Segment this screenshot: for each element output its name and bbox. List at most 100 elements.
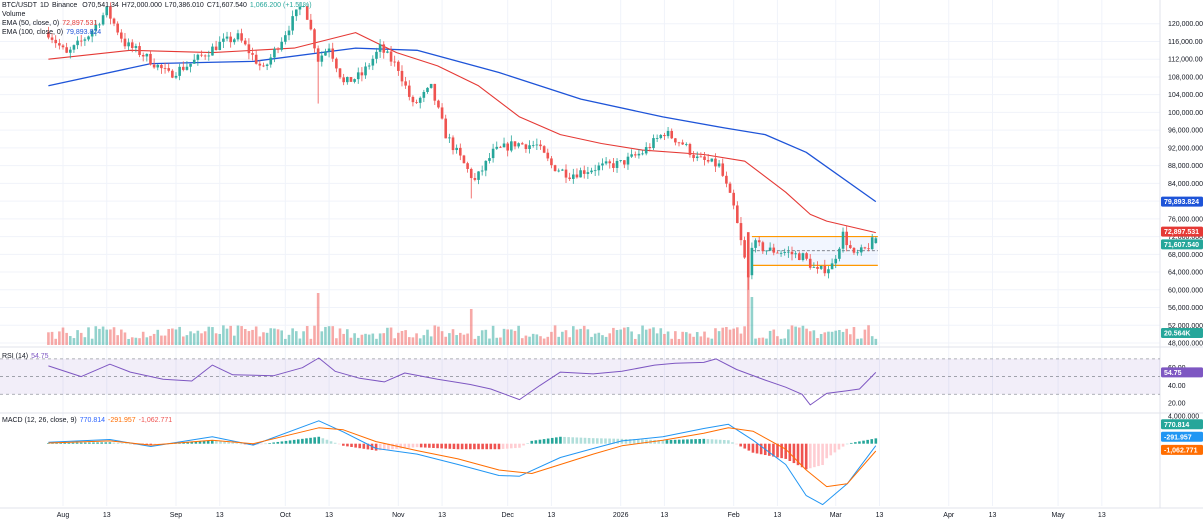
legend-macd-hist: -1,062.771: [138, 417, 173, 424]
candle-body: [415, 102, 418, 103]
macd-hist-bar: [124, 443, 128, 445]
macd-hist-bar: [870, 439, 874, 444]
candle-body: [276, 48, 280, 50]
candle-body: [258, 63, 262, 66]
macd-hist-bar: [755, 443, 759, 454]
volume-bar: [418, 338, 422, 345]
volume-bar: [229, 325, 232, 345]
legend-volume-label[interactable]: Volume: [2, 11, 26, 18]
price-axis-label: 116,000.000: [1168, 39, 1203, 46]
price-axis-label: 64,000.000: [1168, 270, 1203, 277]
candlesticks: [47, 2, 878, 290]
volume-bar: [185, 335, 189, 345]
volume-bar: [236, 325, 240, 345]
macd-hist-bar: [636, 439, 640, 444]
volume-bar: [746, 275, 750, 345]
macd-hist-bar: [75, 442, 79, 444]
volume-bar: [648, 328, 652, 345]
volume-bar: [181, 336, 185, 345]
range-box[interactable]: [751, 235, 878, 267]
time-axis-label: 13: [325, 512, 333, 519]
macd-hist-bar: [260, 443, 263, 445]
volume-bar: [397, 332, 400, 345]
macd-hist-bar: [452, 443, 456, 450]
volume-bar: [480, 330, 484, 345]
volume-bar: [849, 334, 852, 345]
macd-hist-bar: [866, 439, 869, 444]
candle-body: [356, 72, 360, 80]
volume-bar: [247, 331, 251, 345]
volume-bar: [265, 332, 269, 345]
rsi-value-tag-bg: [1161, 367, 1203, 378]
time-axis-label: Dec: [501, 512, 514, 519]
candle-body: [681, 142, 684, 145]
volume-bar: [674, 331, 677, 345]
time-axis-label: Aug: [57, 512, 70, 519]
macd-hist-bar: [182, 442, 185, 444]
legend-rsi-label[interactable]: RSI (14): [2, 353, 29, 360]
macd-axis-label: 4,000.000: [1168, 414, 1199, 421]
candle-body: [397, 61, 400, 71]
candle-body: [94, 24, 98, 31]
volume-bar: [138, 338, 141, 345]
legend-symbol[interactable]: BTC/USDT: [2, 2, 37, 9]
macd-hist-bar: [661, 440, 665, 444]
price-axis[interactable]: 120,000.000 116,000.000 112,000.000 108,000…: [1168, 21, 1203, 420]
macd-hist-bar: [706, 439, 710, 444]
candle-body: [320, 55, 324, 62]
candle-body: [524, 144, 528, 150]
volume-bar: [870, 336, 874, 345]
candle-body: [674, 138, 677, 143]
legend-macd-label[interactable]: MACD (12, 26, close, 9): [2, 417, 77, 424]
macd-hist-bar: [411, 443, 415, 448]
candle-body: [444, 118, 448, 139]
volume-bar: [254, 326, 258, 345]
macd-hist-bar: [722, 440, 726, 444]
candle-body: [812, 266, 816, 268]
macd-hist-bar: [440, 443, 443, 449]
candle-body: [225, 36, 229, 39]
time-axis-label: 13: [661, 512, 669, 519]
price-tags: 79,893.824 72,897.531 71,607.540 20.564K 54.…: [1161, 196, 1203, 455]
volume-bar: [655, 333, 659, 345]
candle-body: [480, 170, 484, 172]
ema100-path: [48, 47, 877, 203]
volume-bar: [152, 333, 156, 345]
macd-hist-bar: [358, 443, 362, 449]
legend-volume: Volume: [2, 10, 28, 19]
legend-ema50-label[interactable]: EMA (50, close, 0): [2, 20, 60, 27]
volume-bar: [276, 329, 280, 345]
volume-bar: [426, 329, 429, 345]
candle-body: [218, 41, 222, 50]
volume-bar: [531, 333, 535, 345]
candle-body: [72, 45, 76, 50]
candle-body: [98, 24, 101, 26]
volume-bar: [160, 335, 163, 345]
macd-hist-bar: [227, 442, 230, 444]
macd-hist-bar: [469, 443, 472, 450]
volume-bar: [58, 331, 61, 345]
candle-body: [870, 237, 874, 250]
volume-bar: [823, 332, 827, 345]
volume-bar: [706, 337, 710, 345]
macd-hist-bar: [194, 441, 198, 444]
legend-rsi: RSI (14) 54.75: [2, 352, 52, 361]
macd-hist-bar: [854, 442, 857, 444]
candle-body: [630, 154, 633, 157]
legend-high: H72,000.000: [121, 2, 162, 9]
volume-bar: [582, 325, 586, 345]
volume-bar: [604, 336, 608, 345]
volume-bar: [710, 338, 714, 345]
time-axis[interactable]: Aug 13 Sep 13 Oct 13 Nov 13 Dec 13 2026 13 Feb 13 Mar 1…: [57, 512, 1106, 519]
volume-bar: [360, 334, 364, 345]
candle-body: [331, 48, 335, 59]
volume-bar: [196, 330, 200, 345]
volume-bar: [313, 325, 316, 345]
volume-bar: [134, 337, 138, 345]
candle-body: [327, 48, 331, 52]
volume-bar: [79, 332, 83, 345]
macd-hist-bar: [612, 438, 615, 444]
legend-ema100-label[interactable]: EMA (100, close, 0): [2, 29, 64, 36]
candle-body: [87, 36, 90, 40]
candle-body: [703, 156, 706, 160]
